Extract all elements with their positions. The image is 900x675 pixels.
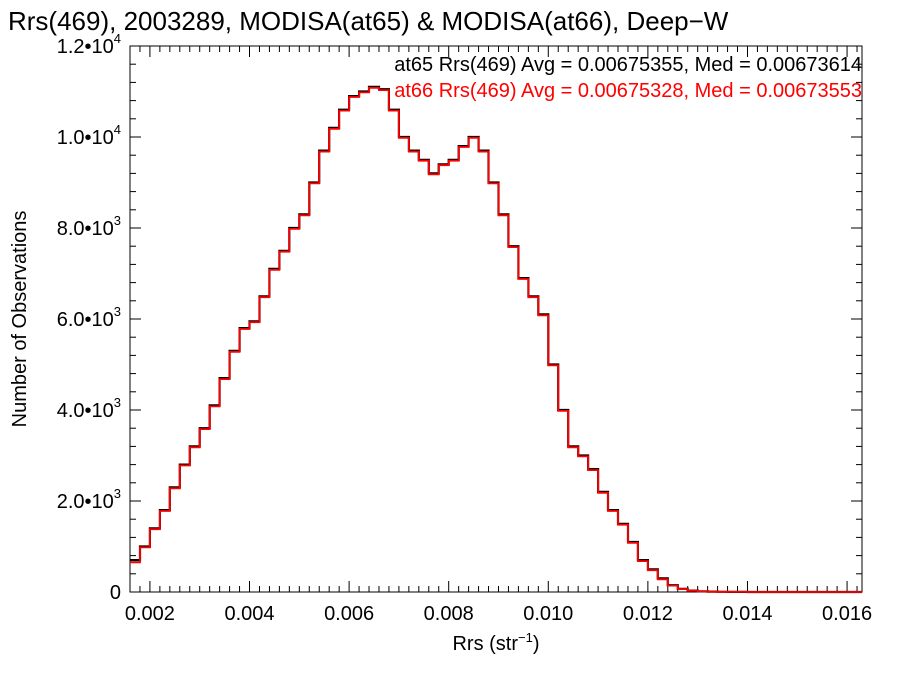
y-tick-exponent: 3 (114, 213, 121, 228)
y-tick-label: 0 (110, 582, 121, 604)
y-tick-label: 6.0•103 (57, 304, 121, 331)
y-tick-label: 1.0•104 (57, 122, 121, 149)
series-line-at66 (130, 87, 862, 593)
series-layer (130, 85, 862, 594)
y-axis-label: Number of Observations (9, 211, 31, 428)
y-tick-exponent: 4 (114, 31, 121, 46)
x-tick-label: 0.002 (125, 603, 175, 625)
y-tick-label: 8.0•103 (57, 213, 121, 240)
x-tick-label: 0.012 (623, 603, 673, 625)
x-axis-label-close: ) (533, 633, 540, 655)
x-tick-label: 0.016 (822, 603, 872, 625)
y-tick-mantissa: 4.0•10 (57, 400, 114, 422)
y-tick-mantissa: 8.0•10 (57, 218, 114, 240)
y-tick-label: 1.2•104 (57, 31, 121, 58)
y-tick-label: 2.0•103 (57, 486, 121, 513)
y-tick-label: 4.0•103 (57, 395, 121, 422)
y-tick-mantissa: 1.0•10 (57, 127, 114, 149)
x-tick-label: 0.014 (722, 603, 772, 625)
y-tick-mantissa: 1.2•10 (57, 36, 114, 58)
y-tick-exponent: 3 (114, 486, 121, 501)
legend-entry-at65: at65 Rrs(469) Avg = 0.00675355, Med = 0.… (394, 54, 862, 76)
y-tick-exponent: 4 (114, 122, 121, 137)
x-axis-label-superscript: −1 (518, 630, 533, 645)
x-axis: 0.002 0.004 0.006 0.008 0.010 0.012 0.014 0.016 (125, 46, 872, 625)
y-tick-mantissa: 2.0•10 (57, 491, 114, 513)
x-tick-label: 0.004 (224, 603, 274, 625)
y-axis: 02.0•1034.0•1036.0•1038.0•1031.0•1041.2•… (57, 31, 862, 604)
x-tick-label: 0.006 (324, 603, 374, 625)
y-tick-mantissa: 6.0•10 (57, 309, 114, 331)
y-tick-mantissa: 0 (110, 582, 121, 604)
y-tick-exponent: 3 (114, 395, 121, 410)
x-tick-label: 0.010 (523, 603, 573, 625)
chart-title: Rrs(469), 2003289, MODISA(at65) & MODISA… (8, 6, 729, 36)
legend-entry-at66: at66 Rrs(469) Avg = 0.00675328, Med = 0.… (394, 80, 862, 102)
y-tick-exponent: 3 (114, 304, 121, 319)
x-axis-label-main: Rrs (str (452, 633, 518, 655)
x-axis-label: Rrs (str−1) (452, 630, 539, 655)
x-tick-label: 0.008 (424, 603, 474, 625)
plot-frame (129, 45, 863, 593)
